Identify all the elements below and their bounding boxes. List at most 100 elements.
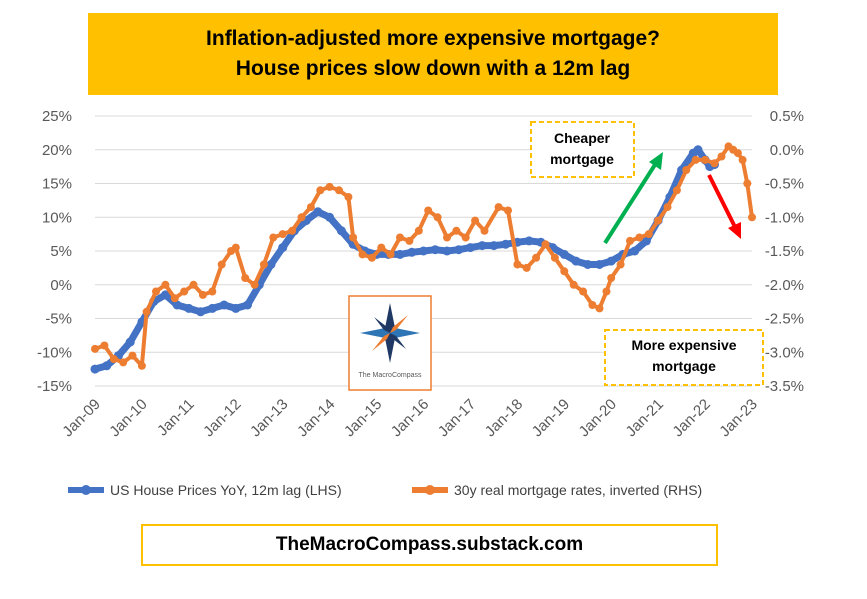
data-point — [358, 250, 367, 259]
x-tick-label: Jan-09 — [59, 396, 103, 440]
data-point — [560, 267, 569, 276]
data-point — [635, 233, 644, 242]
green-arrow — [603, 158, 660, 245]
data-point — [550, 253, 559, 262]
data-point — [278, 230, 287, 239]
data-point — [250, 280, 259, 289]
x-tick-label: Jan-23 — [716, 396, 760, 440]
data-point — [395, 249, 405, 259]
series-mortgage-rates — [91, 142, 756, 370]
data-point — [231, 243, 240, 252]
x-tick-label: Jan-14 — [294, 396, 338, 440]
data-point — [142, 307, 151, 316]
data-point — [513, 260, 522, 269]
data-point — [461, 233, 470, 242]
annotation-more-expensive-mortgage: More expensive mortgage — [604, 329, 764, 386]
data-point — [710, 159, 719, 168]
data-point — [125, 337, 135, 347]
data-point — [433, 213, 442, 222]
data-point — [743, 179, 752, 188]
x-tick-label: Jan-10 — [106, 396, 150, 440]
footer-source: TheMacroCompass.substack.com — [141, 524, 718, 566]
data-point — [644, 230, 653, 239]
annotation-cheaper-line-1: Cheaper — [554, 130, 611, 146]
data-point — [100, 341, 109, 350]
data-point — [207, 303, 217, 313]
data-point — [344, 193, 353, 201]
data-point — [480, 226, 489, 235]
series-line — [93, 144, 754, 368]
right-tick-label: -0.5% — [765, 176, 804, 193]
data-point — [208, 287, 217, 296]
left-tick-label: 0% — [50, 277, 72, 294]
data-point — [626, 236, 634, 245]
data-point — [313, 207, 323, 217]
data-point — [405, 236, 414, 245]
data-point — [386, 250, 395, 259]
data-point — [693, 145, 703, 155]
left-tick-label: 10% — [42, 209, 72, 226]
data-point — [583, 260, 593, 269]
data-point — [325, 182, 334, 191]
data-point — [278, 243, 288, 253]
data-point — [297, 213, 306, 222]
data-point — [559, 249, 569, 259]
data-point — [367, 253, 376, 262]
right-tick-label: -2.5% — [765, 311, 804, 328]
data-point — [452, 226, 461, 235]
data-point — [102, 361, 112, 371]
data-point — [407, 247, 417, 257]
green-arrow-head — [649, 152, 663, 170]
annotation-cheaper-line-2: mortgage — [550, 151, 614, 167]
x-tick-label: Jan-11 — [154, 396, 198, 440]
right-tick-label: 0.0% — [770, 142, 804, 159]
data-point — [701, 155, 710, 164]
x-axis-ticks: Jan-09 Jan-10 Jan-11 Jan-12 Jan-13 Jan-14 Jan-… — [59, 396, 760, 440]
data-point — [349, 233, 358, 242]
x-tick-label: Jan-12 — [200, 396, 244, 440]
data-point — [607, 274, 616, 282]
data-point — [243, 300, 252, 310]
data-point — [504, 206, 512, 215]
data-point — [217, 260, 226, 269]
right-axis-ticks: 0.5% 0.0% -0.5% -1.0% -1.5% -2.0% -2.5% -3.0% -3… — [765, 108, 804, 395]
data-point — [219, 300, 229, 310]
data-point — [325, 212, 335, 222]
data-point — [571, 256, 581, 266]
x-tick-label: Jan-18 — [482, 396, 526, 440]
data-point — [414, 226, 423, 235]
x-tick-label: Jan-19 — [529, 396, 573, 440]
data-point — [630, 246, 640, 256]
data-point — [137, 361, 146, 370]
data-point — [602, 287, 611, 296]
data-point — [306, 203, 315, 212]
series-house-prices — [90, 145, 719, 374]
data-point — [717, 152, 726, 161]
x-tick-label: Jan-13 — [247, 396, 291, 440]
data-point — [419, 246, 428, 256]
data-point — [184, 303, 194, 313]
data-point — [91, 344, 99, 353]
legend: US House Prices YoY, 12m lag (LHS) 30y r… — [68, 482, 702, 498]
right-tick-label: -1.5% — [765, 243, 804, 260]
data-point — [588, 301, 597, 309]
data-point — [524, 236, 534, 246]
data-point — [541, 240, 550, 249]
data-point — [269, 233, 278, 242]
x-tick-label: Jan-16 — [388, 396, 432, 440]
data-point — [494, 203, 503, 212]
x-tick-label: Jan-22 — [669, 396, 713, 440]
left-tick-label: 20% — [42, 142, 72, 159]
data-point — [430, 245, 440, 255]
data-point — [672, 186, 681, 195]
chart-title: Inflation-adjusted more expensive mortga… — [88, 13, 778, 95]
left-tick-label: -10% — [37, 344, 72, 361]
x-tick-label: Jan-17 — [435, 396, 479, 440]
left-tick-label: -15% — [37, 378, 72, 395]
data-point — [595, 304, 604, 313]
compass-star-icon — [360, 303, 420, 363]
data-point — [231, 303, 241, 313]
data-point — [532, 253, 541, 262]
data-point — [109, 355, 118, 363]
data-point — [266, 260, 276, 269]
